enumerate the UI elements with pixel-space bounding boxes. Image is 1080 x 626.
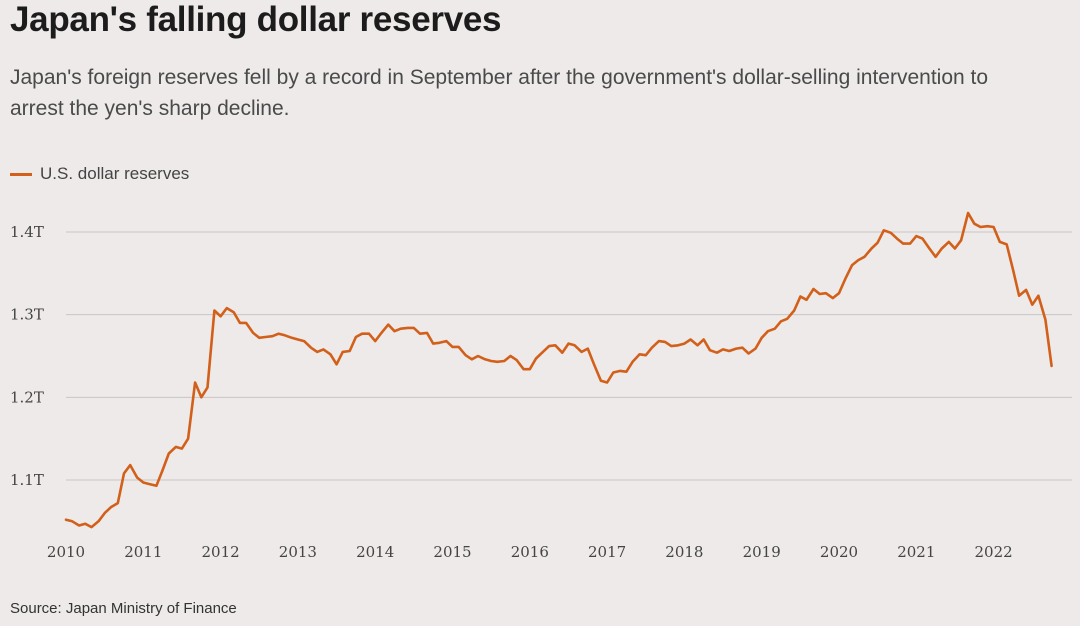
- x-tick-label: 2010: [47, 543, 85, 561]
- y-tick-label: 1.4T: [10, 223, 44, 241]
- y-tick-label: 1.2T: [10, 388, 44, 406]
- x-tick-label: 2018: [665, 543, 703, 561]
- series-layer: [64, 211, 1053, 529]
- chart-subtitle: Japan's foreign reserves fell by a recor…: [10, 66, 989, 120]
- source-note: Source: Japan Ministry of Finance: [10, 600, 237, 617]
- x-tick-label: 2014: [356, 543, 394, 561]
- x-tick-label: 2019: [743, 543, 781, 561]
- x-tick-label: 2016: [511, 543, 549, 561]
- legend: U.S. dollar reserves: [10, 164, 189, 184]
- x-tick-label: 2017: [588, 543, 626, 561]
- y-tick-label: 1.3T: [10, 306, 44, 324]
- x-tick-label: 2011: [124, 543, 162, 561]
- series-line-us-dollar-reserves: [64, 211, 1053, 529]
- x-tick-label: 2015: [433, 543, 471, 561]
- x-axis-ticks: 2010 2011 2012 2013 2014 2015 2016 2017 2018 2019…: [47, 543, 1013, 561]
- x-tick-label: 2022: [975, 543, 1013, 561]
- grid-layer: [66, 231, 1072, 481]
- y-tick-label: 1.1T: [10, 471, 44, 489]
- x-tick-label: 2021: [897, 543, 935, 561]
- x-tick-label: 2020: [820, 543, 858, 561]
- y-axis-ticks: 1.1T 1.2T 1.3T 1.4T: [10, 223, 44, 489]
- legend-label: U.S. dollar reserves: [40, 164, 190, 183]
- chart-title: Japan's falling dollar reserves: [10, 0, 502, 39]
- legend-swatch: [10, 172, 32, 176]
- x-tick-label: 2013: [279, 543, 317, 561]
- x-tick-label: 2012: [202, 543, 240, 561]
